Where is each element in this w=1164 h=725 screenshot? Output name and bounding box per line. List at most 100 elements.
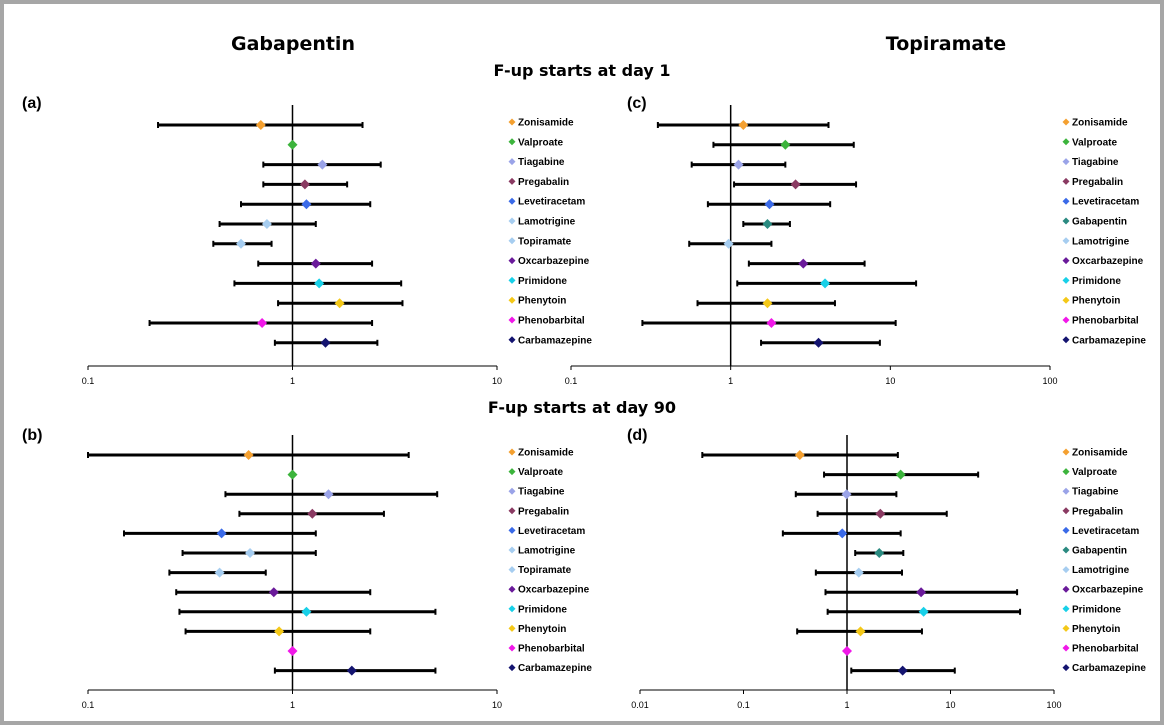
x-tick-label: 100	[1046, 700, 1061, 710]
legend-marker-carbamazepine	[508, 336, 516, 344]
legend-marker-pregabalin	[1062, 177, 1070, 185]
point-estimate-levetiracetam	[837, 528, 848, 539]
legend-label-lamotrigine: Lamotrigine	[1072, 565, 1130, 576]
legend-marker-phenobarbital	[1062, 316, 1070, 324]
point-estimate-phenytoin	[855, 626, 866, 637]
point-estimate-pregabalin	[790, 179, 801, 190]
right-drug-header: Topiramate	[886, 33, 1006, 55]
legend-marker-pregabalin	[508, 177, 516, 185]
legend-label-phenytoin: Phenytoin	[518, 624, 566, 635]
legend-marker-zonisamide	[1062, 118, 1070, 126]
legend-label-phenytoin: Phenytoin	[518, 296, 566, 307]
point-estimate-carbamazepine	[813, 337, 824, 348]
legend-marker-lamotrigine	[1062, 237, 1070, 245]
x-tick-label: 1	[844, 700, 849, 710]
legend-label-carbamazepine: Carbamazepine	[1072, 663, 1146, 674]
legend-label-levetiracetam: Levetiracetam	[518, 197, 585, 208]
section-header-day1: F-up starts at day 1	[494, 61, 671, 80]
point-estimate-primidone	[820, 278, 831, 289]
legend-label-phenytoin: Phenytoin	[1072, 296, 1120, 307]
point-estimate-phenobarbital	[287, 646, 298, 656]
legend-label-pregabalin: Pregabalin	[1072, 506, 1123, 517]
panel-label: (b)	[22, 427, 42, 444]
x-tick-label: 1	[290, 700, 295, 710]
legend-label-oxcarbazepine: Oxcarbazepine	[518, 256, 590, 267]
legend-label-primidone: Primidone	[518, 604, 567, 615]
point-estimate-tiagabine	[317, 159, 328, 170]
legend-label-carbamazepine: Carbamazepine	[518, 663, 592, 674]
x-tick-label: 0.01	[631, 700, 649, 710]
point-estimate-carbamazepine	[320, 337, 331, 348]
legend-label-phenytoin: Phenytoin	[1072, 624, 1120, 635]
point-estimate-gabapentin	[874, 548, 885, 558]
point-estimate-phenytoin	[762, 298, 773, 309]
legend-marker-gabapentin	[1062, 217, 1070, 225]
x-tick-label: 10	[945, 700, 955, 710]
x-tick-label: 0.1	[565, 376, 578, 386]
legend-label-phenobarbital: Phenobarbital	[1072, 644, 1139, 655]
legend-label-tiagabine: Tiagabine	[1072, 487, 1119, 498]
legend-label-valproate: Valproate	[1072, 467, 1117, 478]
legend-marker-phenobarbital	[508, 316, 516, 324]
legend-marker-valproate	[1062, 468, 1070, 476]
point-estimate-zonisamide	[255, 120, 266, 130]
legend-marker-phenobarbital	[1062, 644, 1070, 652]
legend-label-primidone: Primidone	[518, 276, 567, 287]
point-estimate-primidone	[918, 606, 929, 617]
point-estimate-pregabalin	[299, 179, 310, 190]
point-estimate-oxcarbazepine	[310, 258, 321, 269]
legend-marker-pregabalin	[508, 507, 516, 515]
point-estimate-phenytoin	[334, 298, 345, 309]
point-estimate-phenytoin	[274, 626, 285, 637]
legend-marker-levetiracetam	[508, 526, 516, 534]
legend-label-topiramate: Topiramate	[518, 236, 572, 247]
point-estimate-tiagabine	[323, 489, 334, 500]
legend-marker-phenytoin	[508, 624, 516, 632]
point-estimate-phenobarbital	[842, 646, 852, 656]
point-estimate-levetiracetam	[301, 199, 312, 210]
x-tick-label: 10	[492, 700, 502, 710]
point-estimate-phenobarbital	[766, 318, 777, 328]
legend-label-pregabalin: Pregabalin	[1072, 177, 1123, 188]
point-estimate-lamotrigine	[261, 219, 272, 229]
panel-label: (d)	[627, 427, 647, 444]
x-tick-label: 10	[492, 376, 502, 386]
legend-label-gabapentin: Gabapentin	[1072, 217, 1127, 228]
x-tick-label: 0.1	[82, 700, 95, 710]
legend-marker-valproate	[508, 138, 516, 146]
legend-marker-topiramate	[508, 237, 516, 245]
legend-marker-tiagabine	[1062, 158, 1070, 166]
legend-label-oxcarbazepine: Oxcarbazepine	[518, 585, 590, 596]
point-estimate-oxcarbazepine	[268, 587, 279, 598]
legend-label-valproate: Valproate	[518, 137, 563, 148]
x-tick-label: 0.1	[737, 700, 750, 710]
legend-label-valproate: Valproate	[1072, 137, 1117, 148]
panel-c: (c) 0.1 1 10 100 Zonisamide Valproate Tiagabine…	[565, 95, 1147, 386]
legend-marker-levetiracetam	[508, 197, 516, 205]
point-estimate-topiramate	[214, 567, 225, 578]
point-estimate-zonisamide	[243, 450, 254, 460]
legend-label-zonisamide: Zonisamide	[518, 118, 574, 129]
legend-marker-oxcarbazepine	[1062, 257, 1070, 265]
left-drug-header: Gabapentin	[231, 33, 355, 55]
point-estimate-levetiracetam	[764, 199, 775, 210]
panel-label: (a)	[22, 95, 42, 112]
point-estimate-primidone	[301, 606, 312, 617]
legend-label-lamotrigine: Lamotrigine	[518, 217, 576, 228]
legend-marker-lamotrigine	[508, 546, 516, 554]
point-estimate-valproate	[287, 469, 298, 480]
point-estimate-valproate	[287, 139, 298, 150]
legend-marker-lamotrigine	[1062, 566, 1070, 574]
legend-marker-carbamazepine	[1062, 336, 1070, 344]
legend-label-zonisamide: Zonisamide	[518, 448, 574, 459]
x-tick-label: 1	[728, 376, 733, 386]
point-estimate-tiagabine	[733, 159, 744, 170]
panel-label: (c)	[627, 95, 647, 112]
legend-label-phenobarbital: Phenobarbital	[518, 316, 585, 327]
legend-marker-zonisamide	[508, 448, 516, 456]
legend-label-zonisamide: Zonisamide	[1072, 118, 1128, 129]
legend-marker-carbamazepine	[1062, 664, 1070, 672]
legend-marker-valproate	[1062, 138, 1070, 146]
legend-marker-tiagabine	[508, 487, 516, 495]
legend-label-pregabalin: Pregabalin	[518, 506, 569, 517]
